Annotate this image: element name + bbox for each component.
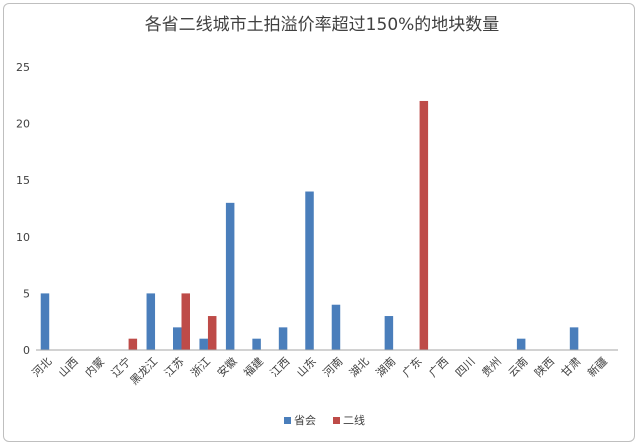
chart-title: 各省二线城市土拍溢价率超过150%的地块数量 — [145, 15, 500, 35]
bar-provincial-capital — [225, 202, 235, 350]
bar-provincial-capital — [569, 327, 579, 350]
x-tick-label: 云南 — [506, 355, 531, 380]
bars — [40, 100, 579, 351]
x-tick-label: 安徽 — [214, 354, 239, 379]
x-tick-label: 浙江 — [188, 355, 213, 380]
bar-provincial-capital — [173, 327, 182, 350]
chart-frame — [3, 3, 635, 442]
x-tick-label: 山西 — [56, 355, 81, 380]
bar-second-tier — [181, 293, 190, 350]
y-tick-label: 0 — [23, 344, 30, 357]
x-tick-label: 湖北 — [347, 355, 372, 380]
x-tick-label: 内蒙 — [82, 354, 107, 379]
bar-provincial-capital — [516, 338, 526, 350]
x-tick-label: 江西 — [268, 355, 293, 380]
y-tick-label: 25 — [16, 61, 30, 74]
legend-label: 二线 — [343, 413, 365, 427]
x-tick-label: 江苏 — [162, 355, 187, 380]
legend-label: 省会 — [294, 414, 316, 427]
x-tick-label: 陕西 — [532, 354, 557, 379]
x-tick-label: 甘肃 — [559, 355, 584, 380]
x-tick-label: 四川 — [453, 355, 478, 380]
bar-provincial-capital — [305, 191, 314, 350]
x-tick-label: 山东 — [294, 355, 319, 380]
y-tick-label: 20 — [16, 118, 30, 131]
x-tick-label: 河北 — [30, 355, 55, 380]
x-axis: 河北 山西 内蒙 辽宁黑龙江 江苏 浙江 安徽 福建 江西 山东 河南 湖北 湖南 广东 广西 四川 贵州 云南陕… — [30, 349, 618, 388]
bar-second-tier — [128, 338, 138, 350]
bar-second-tier — [207, 316, 217, 350]
bar-provincial-capital — [199, 338, 208, 350]
x-tick-label: 黑龙江 — [128, 355, 161, 388]
bar-second-tier — [419, 100, 429, 351]
legend: 省会 二线 — [284, 413, 365, 427]
x-tick-label: 广东 — [400, 355, 425, 380]
x-tick-label: 湖南 — [374, 355, 399, 380]
bar-provincial-capital — [252, 338, 261, 350]
x-tick-label: 广西 — [426, 355, 451, 380]
bar-provincial-capital — [384, 316, 394, 350]
bar-provincial-capital — [331, 304, 341, 350]
y-tick-label: 15 — [16, 174, 30, 187]
legend-swatch — [284, 417, 291, 424]
y-axis: 0 5 10 15 20 25 — [16, 61, 30, 357]
x-tick-label: 贵州 — [479, 355, 504, 380]
bar-provincial-capital — [146, 293, 156, 350]
x-tick-label: 河南 — [321, 355, 346, 380]
y-tick-label: 5 — [23, 287, 30, 300]
x-tick-label: 新疆 — [584, 354, 609, 379]
x-tick-label: 福建 — [241, 354, 266, 379]
y-tick-label: 10 — [16, 231, 30, 244]
bar-provincial-capital — [40, 293, 50, 350]
bar-provincial-capital — [278, 327, 288, 350]
legend-swatch — [333, 417, 340, 424]
